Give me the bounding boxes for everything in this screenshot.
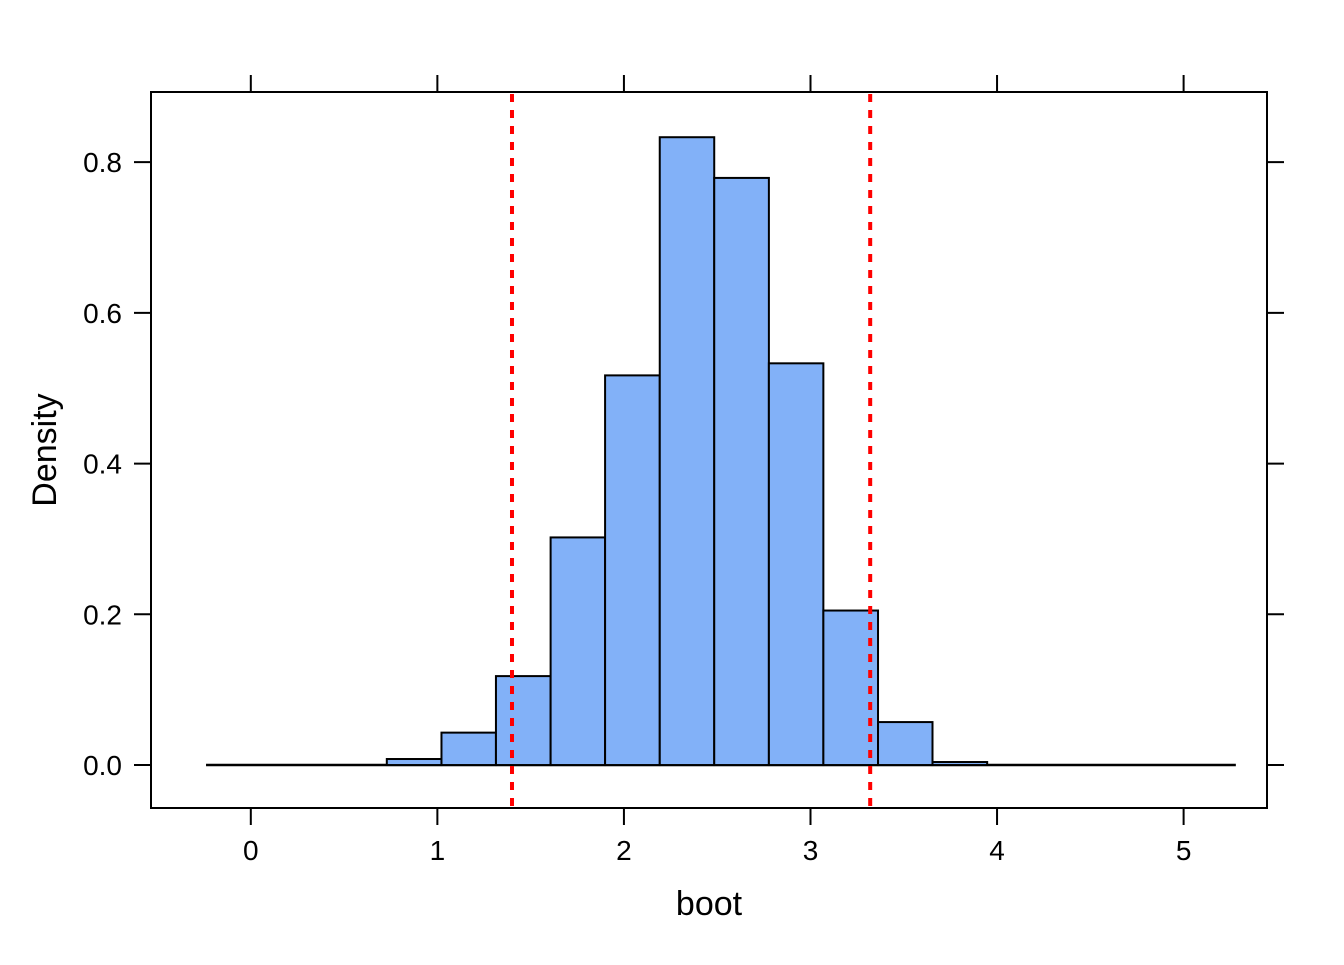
x-tick-label: 1 (430, 835, 446, 866)
y-tick-label: 0.6 (83, 298, 122, 329)
histogram-bar (494, 675, 552, 767)
histogram-bar (385, 758, 443, 767)
x-tick-label: 3 (803, 835, 819, 866)
histogram-bar (767, 362, 825, 767)
y-tick-label: 0.4 (83, 449, 122, 480)
histogram-bar (658, 136, 716, 767)
histogram-bar (713, 176, 770, 767)
histogram-bar (931, 761, 989, 767)
x-tick-label: 5 (1176, 835, 1192, 866)
y-tick-label: 0.8 (83, 147, 122, 178)
y-tick-label: 0.0 (83, 750, 122, 781)
histogram-bar (604, 374, 661, 767)
x-tick-label: 0 (243, 835, 259, 866)
histogram-bar (440, 731, 497, 767)
histogram-bar (877, 721, 934, 767)
x-tick-label: 2 (616, 835, 632, 866)
x-tick-label: 4 (989, 835, 1005, 866)
y-axis-title: Density (26, 393, 64, 506)
y-tick-label: 0.2 (83, 599, 122, 630)
histogram-bar (549, 536, 607, 767)
plot-border (150, 91, 1268, 809)
x-axis-title: boot (676, 885, 743, 923)
plot-area: 0 1 2 3 4 5 0.0 0.2 0.4 0.6 0.8 (83, 75, 1284, 866)
